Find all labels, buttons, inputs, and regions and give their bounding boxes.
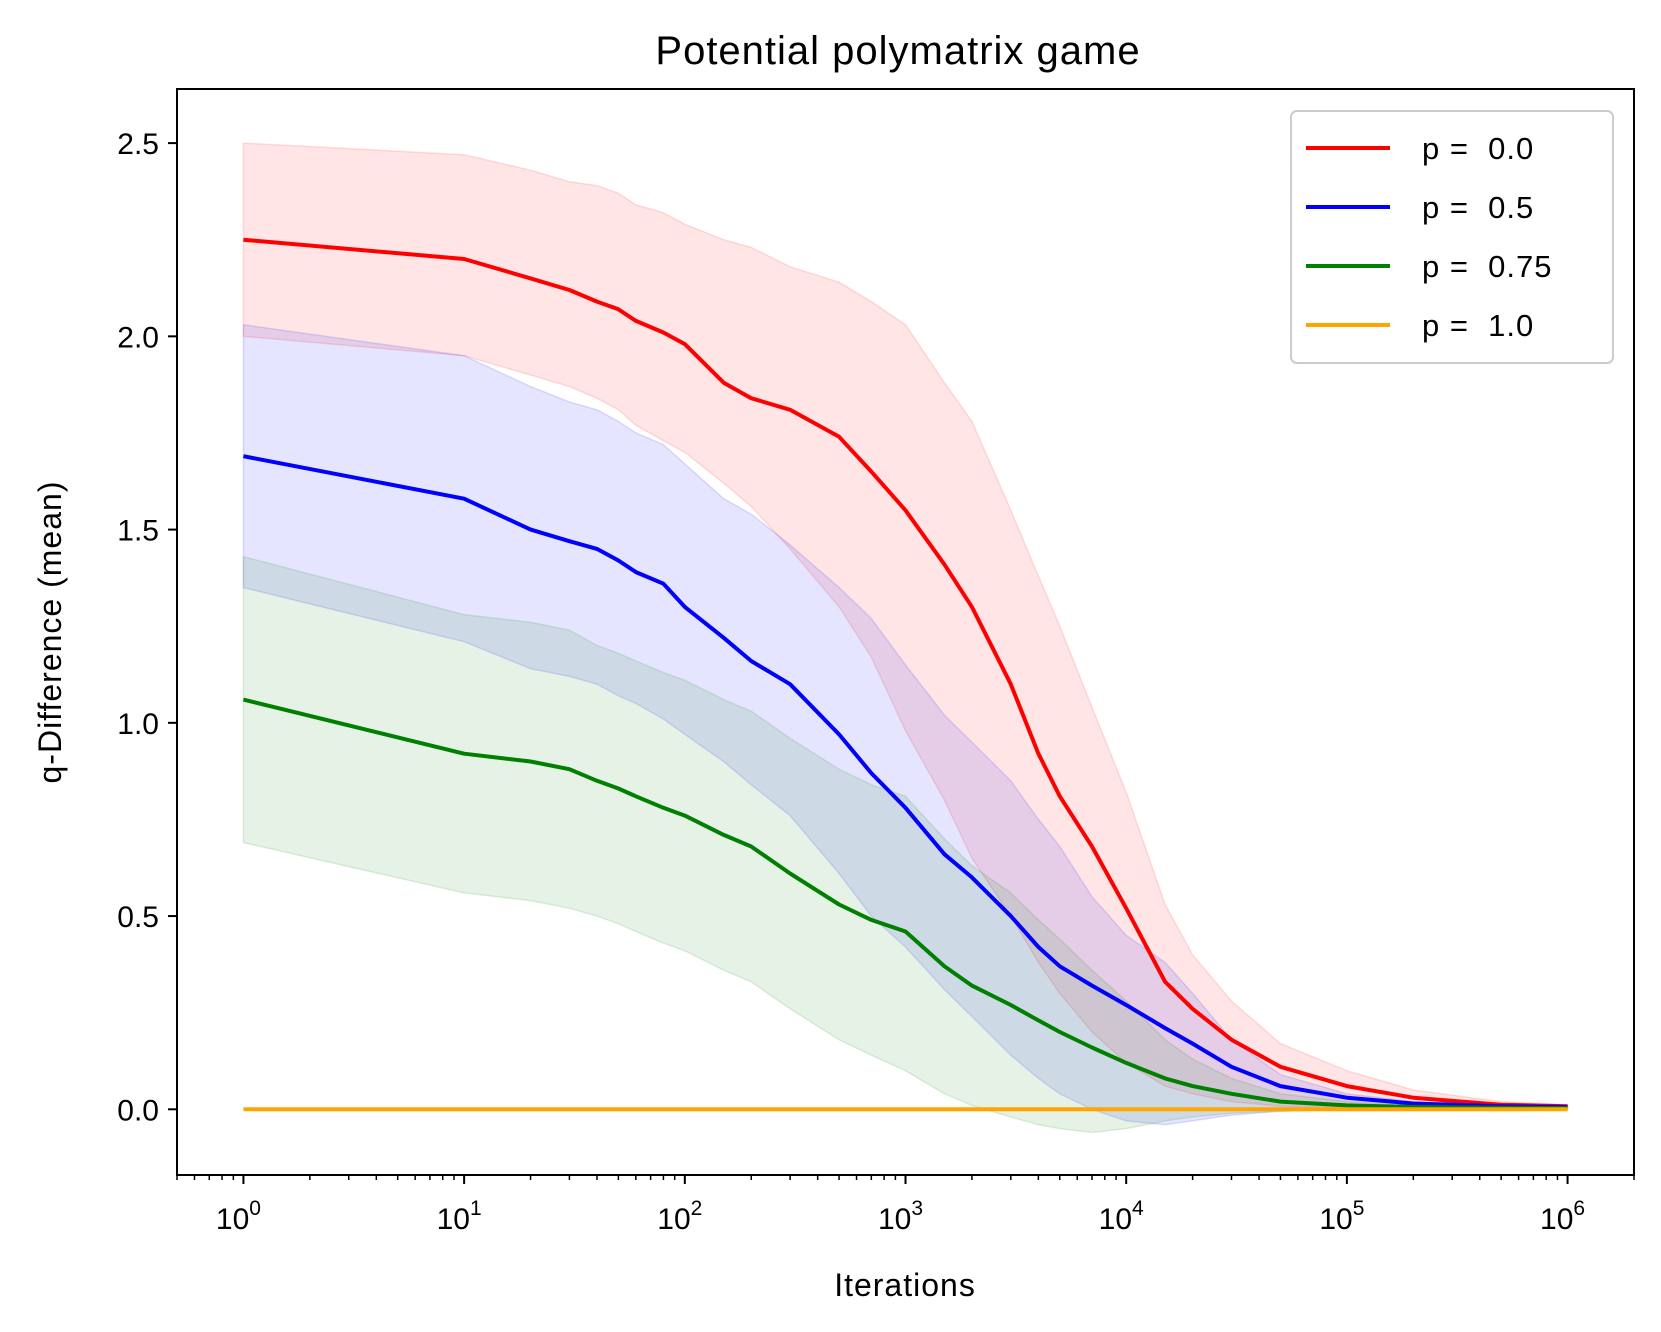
y-tick-label: 2.0 <box>117 321 159 354</box>
y-axis-ticks: 0.0 0.5 1.0 1.5 2.0 2.5 <box>117 128 177 1127</box>
x-tick-label: 100 <box>216 1197 261 1236</box>
y-axis-label: q-Difference (mean) <box>32 481 68 784</box>
x-tick-label: 105 <box>1319 1197 1364 1236</box>
legend-entry-3: p = 1.0 <box>1422 308 1534 343</box>
confidence-bands <box>242 142 1569 1134</box>
legend-items: p = 0.0 p = 0.5 p = 0.75 p = 1.0 <box>1306 131 1553 343</box>
x-tick-label: 106 <box>1540 1197 1585 1236</box>
legend-entry-1: p = 0.5 <box>1422 190 1534 225</box>
y-tick-label: 0.0 <box>117 1094 159 1127</box>
x-axis-label: Iterations <box>834 1267 976 1303</box>
x-tick-label: 104 <box>1099 1197 1144 1236</box>
legend-entry-0: p = 0.0 <box>1422 131 1534 166</box>
y-tick-label: 1.0 <box>117 708 159 741</box>
x-axis-ticks: 100 101 102 103 104 105 106 <box>176 1175 1635 1236</box>
legend: p = 0.0 p = 0.5 p = 0.75 p = 1.0 <box>1290 110 1614 364</box>
line-series-2 <box>242 697 1568 1111</box>
y-tick-label: 1.5 <box>117 515 159 548</box>
x-tick-label: 103 <box>878 1197 923 1236</box>
line-series-0 <box>243 237 1568 1109</box>
legend-box <box>1290 110 1614 364</box>
y-tick-label: 2.5 <box>117 128 159 161</box>
x-tick-label: 102 <box>657 1197 702 1236</box>
line-series-1 <box>243 454 1568 1109</box>
legend-entry-2: p = 0.75 <box>1422 249 1553 284</box>
y-tick-label: 0.5 <box>117 901 159 934</box>
x-tick-label: 101 <box>437 1197 482 1236</box>
chart-title: Potential polymatrix game <box>655 29 1140 73</box>
series-lines <box>242 237 1568 1112</box>
